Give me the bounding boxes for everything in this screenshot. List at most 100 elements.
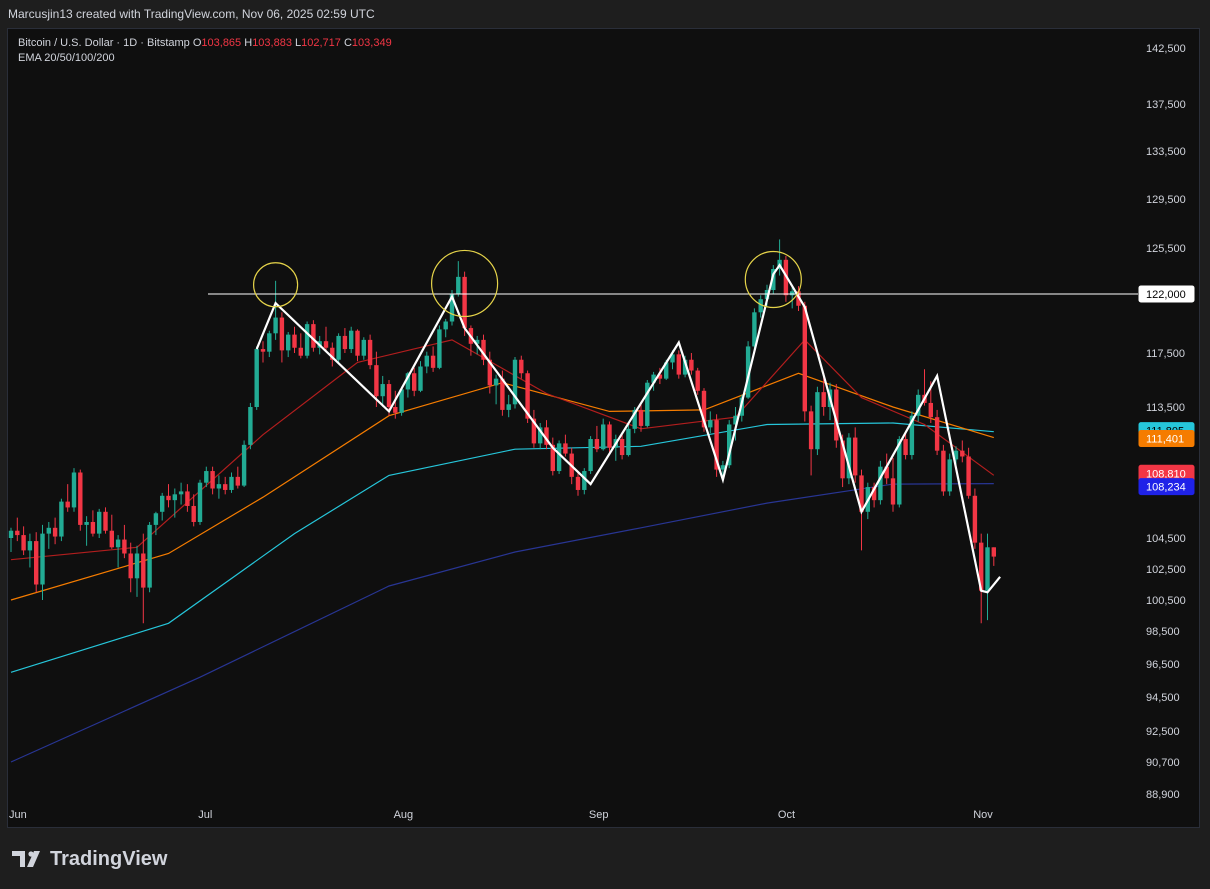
y-tick-label: 142,500: [1146, 43, 1186, 55]
candle: [890, 457, 896, 512]
y-tick-label: 94,500: [1146, 692, 1180, 704]
tradingview-logo[interactable]: TradingView: [12, 846, 167, 872]
y-tick-label: 96,500: [1146, 659, 1180, 671]
candle: [960, 440, 965, 463]
candle: [197, 479, 203, 525]
candle: [311, 320, 316, 352]
peak-circle: [431, 249, 499, 318]
candle: [972, 488, 978, 549]
symbol-title[interactable]: Bitcoin / U.S. Dollar · 1D · Bitstamp: [18, 37, 190, 49]
candle: [210, 466, 215, 495]
candle: [594, 425, 600, 453]
candle: [727, 420, 732, 469]
candle: [399, 386, 404, 416]
candle: [708, 411, 713, 434]
candle: [493, 374, 499, 405]
candle: [437, 325, 442, 370]
candle: [966, 447, 971, 499]
attribution-header: Marcusjin13 created with TradingView.com…: [8, 7, 375, 21]
candle: [292, 326, 297, 353]
candle: [733, 407, 738, 441]
open-label: O: [192, 37, 202, 49]
candle: [241, 440, 247, 488]
candle: [330, 342, 335, 367]
candle: [815, 386, 820, 456]
x-tick-label: Nov: [973, 809, 993, 821]
candle: [619, 434, 625, 460]
y-tick-label: 129,500: [1146, 194, 1186, 206]
candle: [626, 424, 631, 457]
candle: [273, 280, 278, 340]
candle: [588, 436, 593, 474]
candle: [506, 394, 511, 418]
candle: [254, 346, 259, 410]
candle: [229, 472, 234, 493]
candle: [367, 334, 373, 370]
candle: [676, 350, 681, 379]
plot-area: [8, 239, 1138, 763]
candle: [267, 330, 272, 358]
candle: [563, 434, 568, 457]
candle: [790, 287, 795, 309]
candle: [115, 535, 121, 568]
legend-symbol-row: Bitcoin / U.S. Dollar · 1D · Bitstamp O 1…: [18, 36, 392, 51]
candle: [223, 476, 228, 495]
candle: [15, 517, 20, 542]
candle: [90, 510, 96, 537]
candle: [59, 498, 64, 542]
y-tick-label: 104,500: [1146, 533, 1186, 545]
candle: [21, 526, 26, 556]
candle: [947, 453, 952, 496]
candle: [601, 418, 606, 451]
candle: [575, 471, 581, 496]
y-tick-label: 92,500: [1146, 726, 1180, 738]
candle: [286, 332, 291, 358]
candle: [260, 341, 266, 363]
svg-text:111,401: 111,401: [1146, 434, 1184, 446]
candle: [147, 521, 152, 593]
x-tick-label: Jul: [198, 809, 212, 821]
candle: [178, 482, 184, 505]
candle: [46, 521, 51, 549]
brand-name: TradingView: [50, 847, 168, 870]
candle: [216, 475, 222, 499]
candle: [487, 351, 492, 394]
candle: [714, 414, 719, 477]
candle: [991, 547, 996, 566]
candle: [645, 380, 650, 428]
candle: [172, 488, 177, 518]
candle: [456, 261, 461, 297]
zigzag-pattern-line: [255, 263, 1001, 594]
candle: [185, 484, 190, 512]
candle: [771, 265, 776, 294]
candle: [349, 326, 354, 353]
candle: [191, 494, 196, 527]
y-tick-label: 137,500: [1146, 99, 1186, 111]
candle: [853, 427, 858, 483]
candle: [821, 373, 826, 416]
candle: [393, 390, 398, 419]
candle: [235, 466, 240, 489]
x-tick-label: Oct: [778, 809, 795, 821]
candle: [109, 514, 114, 549]
high-label: H: [244, 37, 253, 49]
candle: [544, 420, 549, 450]
high-value: 103,883: [252, 37, 292, 49]
candle: [884, 453, 889, 485]
y-tick-label: 102,500: [1146, 564, 1186, 576]
candle: [846, 433, 852, 485]
candle: [304, 321, 310, 359]
candle: [361, 337, 366, 360]
candle: [298, 333, 303, 359]
candle: [141, 533, 146, 624]
candle: [342, 328, 348, 353]
indicator-label[interactable]: EMA 20/50/100/200: [18, 52, 115, 64]
candle: [519, 355, 524, 379]
close-label: C: [343, 37, 352, 49]
candle: [556, 440, 562, 474]
price-tag-ema20: 108,810: [1138, 464, 1195, 482]
candle: [878, 460, 883, 505]
x-tick-label: Aug: [394, 809, 414, 821]
candle: [689, 353, 694, 375]
